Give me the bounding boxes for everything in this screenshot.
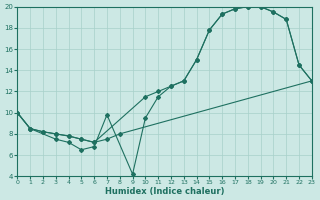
X-axis label: Humidex (Indice chaleur): Humidex (Indice chaleur) [105,187,224,196]
